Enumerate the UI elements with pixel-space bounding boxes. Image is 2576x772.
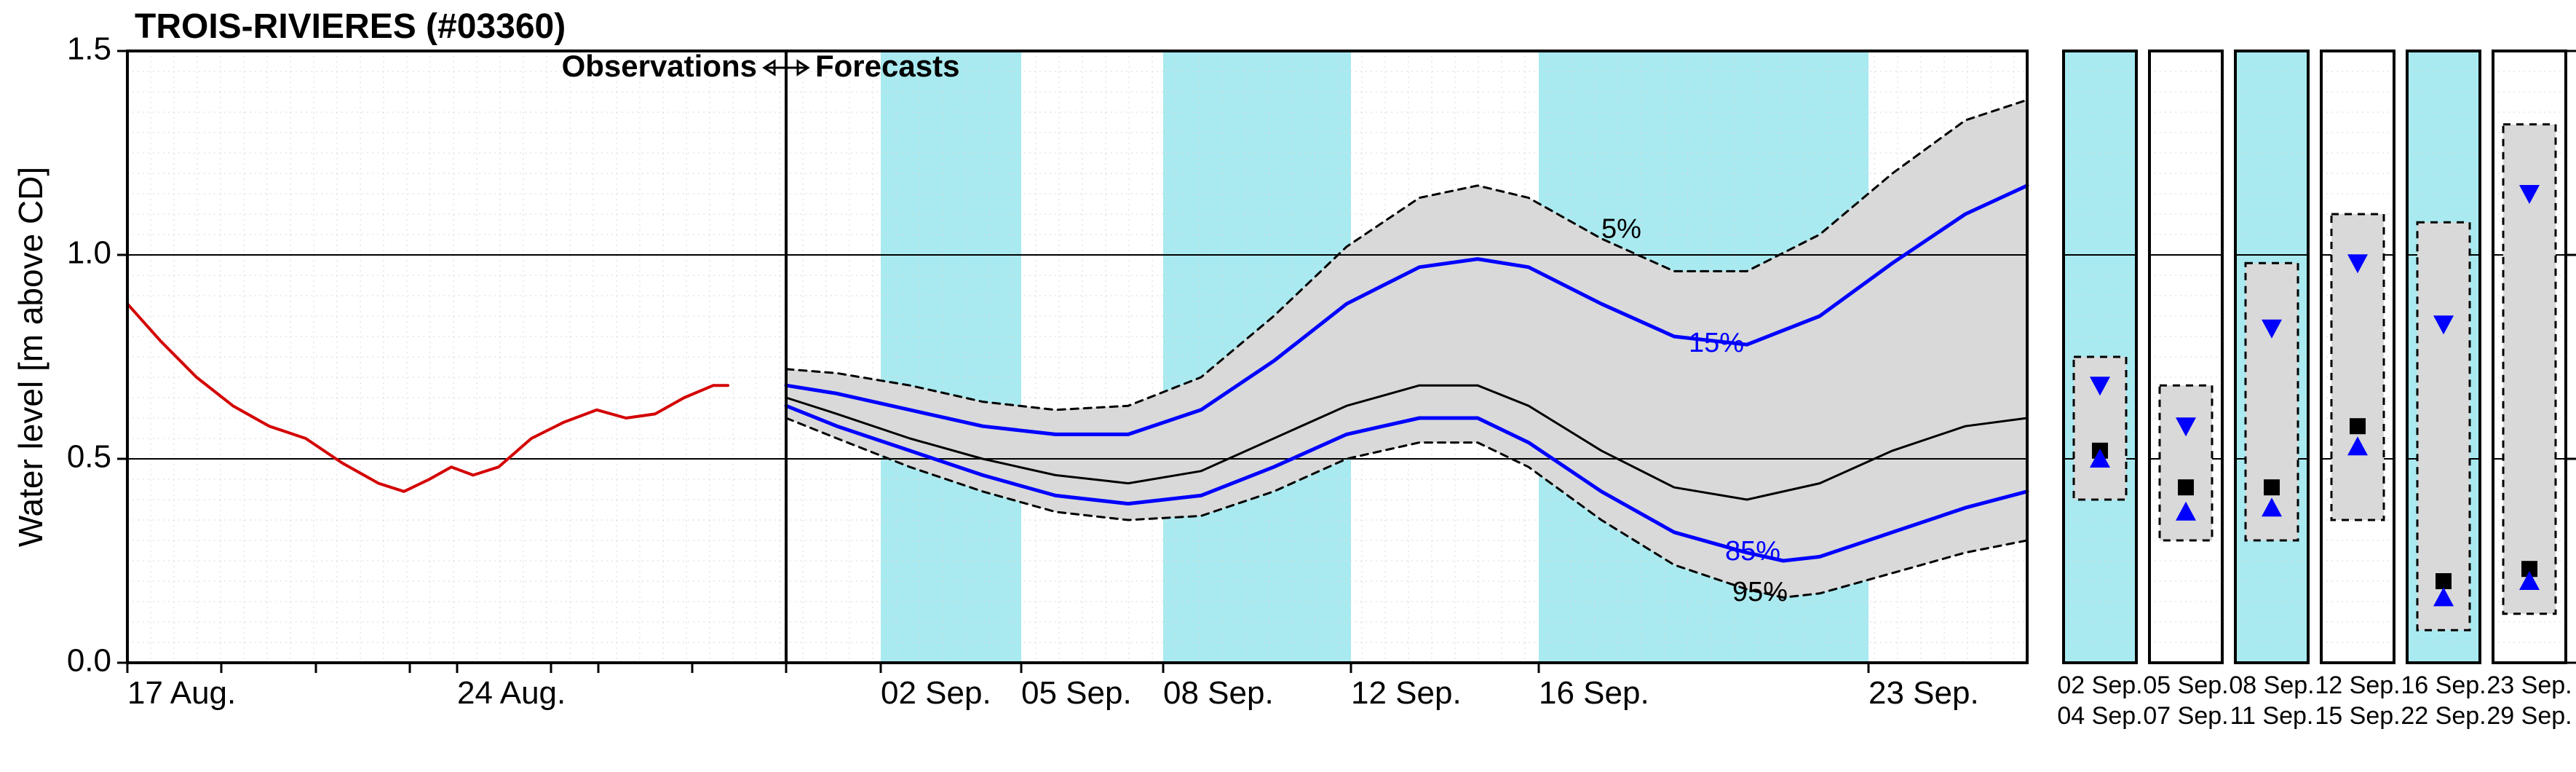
svg-text:Water level [m above CD]: Water level [m above CD] (12, 167, 49, 547)
svg-text:1.5: 1.5 (67, 31, 111, 67)
svg-text:17 Aug.: 17 Aug. (127, 675, 236, 711)
svg-text:02 Sep.: 02 Sep. (881, 675, 991, 711)
svg-text:0.0: 0.0 (67, 643, 111, 679)
svg-text:05 Sep.: 05 Sep. (2143, 671, 2228, 699)
svg-text:15%: 15% (1689, 328, 1744, 358)
water-level-chart: 5%15%85%95%17 Aug.24 Aug.02 Sep.05 Sep.0… (0, 0, 2576, 772)
svg-text:02 Sep.: 02 Sep. (2057, 671, 2142, 699)
svg-text:07 Sep.: 07 Sep. (2143, 702, 2228, 730)
svg-text:TROIS-RIVIERES (#03360): TROIS-RIVIERES (#03360) (135, 7, 566, 46)
svg-text:05 Sep.: 05 Sep. (1021, 675, 1132, 711)
svg-text:1.0: 1.0 (67, 235, 111, 271)
svg-text:16 Sep.: 16 Sep. (2401, 671, 2486, 699)
svg-text:95%: 95% (1732, 577, 1788, 607)
svg-text:04 Sep.: 04 Sep. (2057, 702, 2142, 730)
svg-text:85%: 85% (1725, 536, 1780, 567)
svg-text:16 Sep.: 16 Sep. (1539, 675, 1649, 711)
svg-text:24 Aug.: 24 Aug. (457, 675, 566, 711)
svg-text:22 Sep.: 22 Sep. (2401, 702, 2486, 730)
svg-text:5%: 5% (1601, 213, 1641, 244)
svg-text:08 Sep.: 08 Sep. (1163, 675, 1274, 711)
svg-text:11 Sep.: 11 Sep. (2230, 702, 2314, 730)
svg-text:12 Sep.: 12 Sep. (2315, 671, 2400, 699)
svg-text:15 Sep.: 15 Sep. (2315, 702, 2400, 730)
svg-text:08 Sep.: 08 Sep. (2229, 671, 2314, 699)
svg-text:Forecasts: Forecasts (815, 49, 959, 83)
svg-text:29 Sep.: 29 Sep. (2486, 702, 2572, 730)
svg-text:23 Sep.: 23 Sep. (1868, 675, 1979, 711)
svg-text:Observations: Observations (562, 49, 757, 83)
svg-text:0.5: 0.5 (67, 439, 111, 475)
svg-text:12 Sep.: 12 Sep. (1351, 675, 1462, 711)
svg-text:23 Sep.: 23 Sep. (2486, 671, 2572, 699)
